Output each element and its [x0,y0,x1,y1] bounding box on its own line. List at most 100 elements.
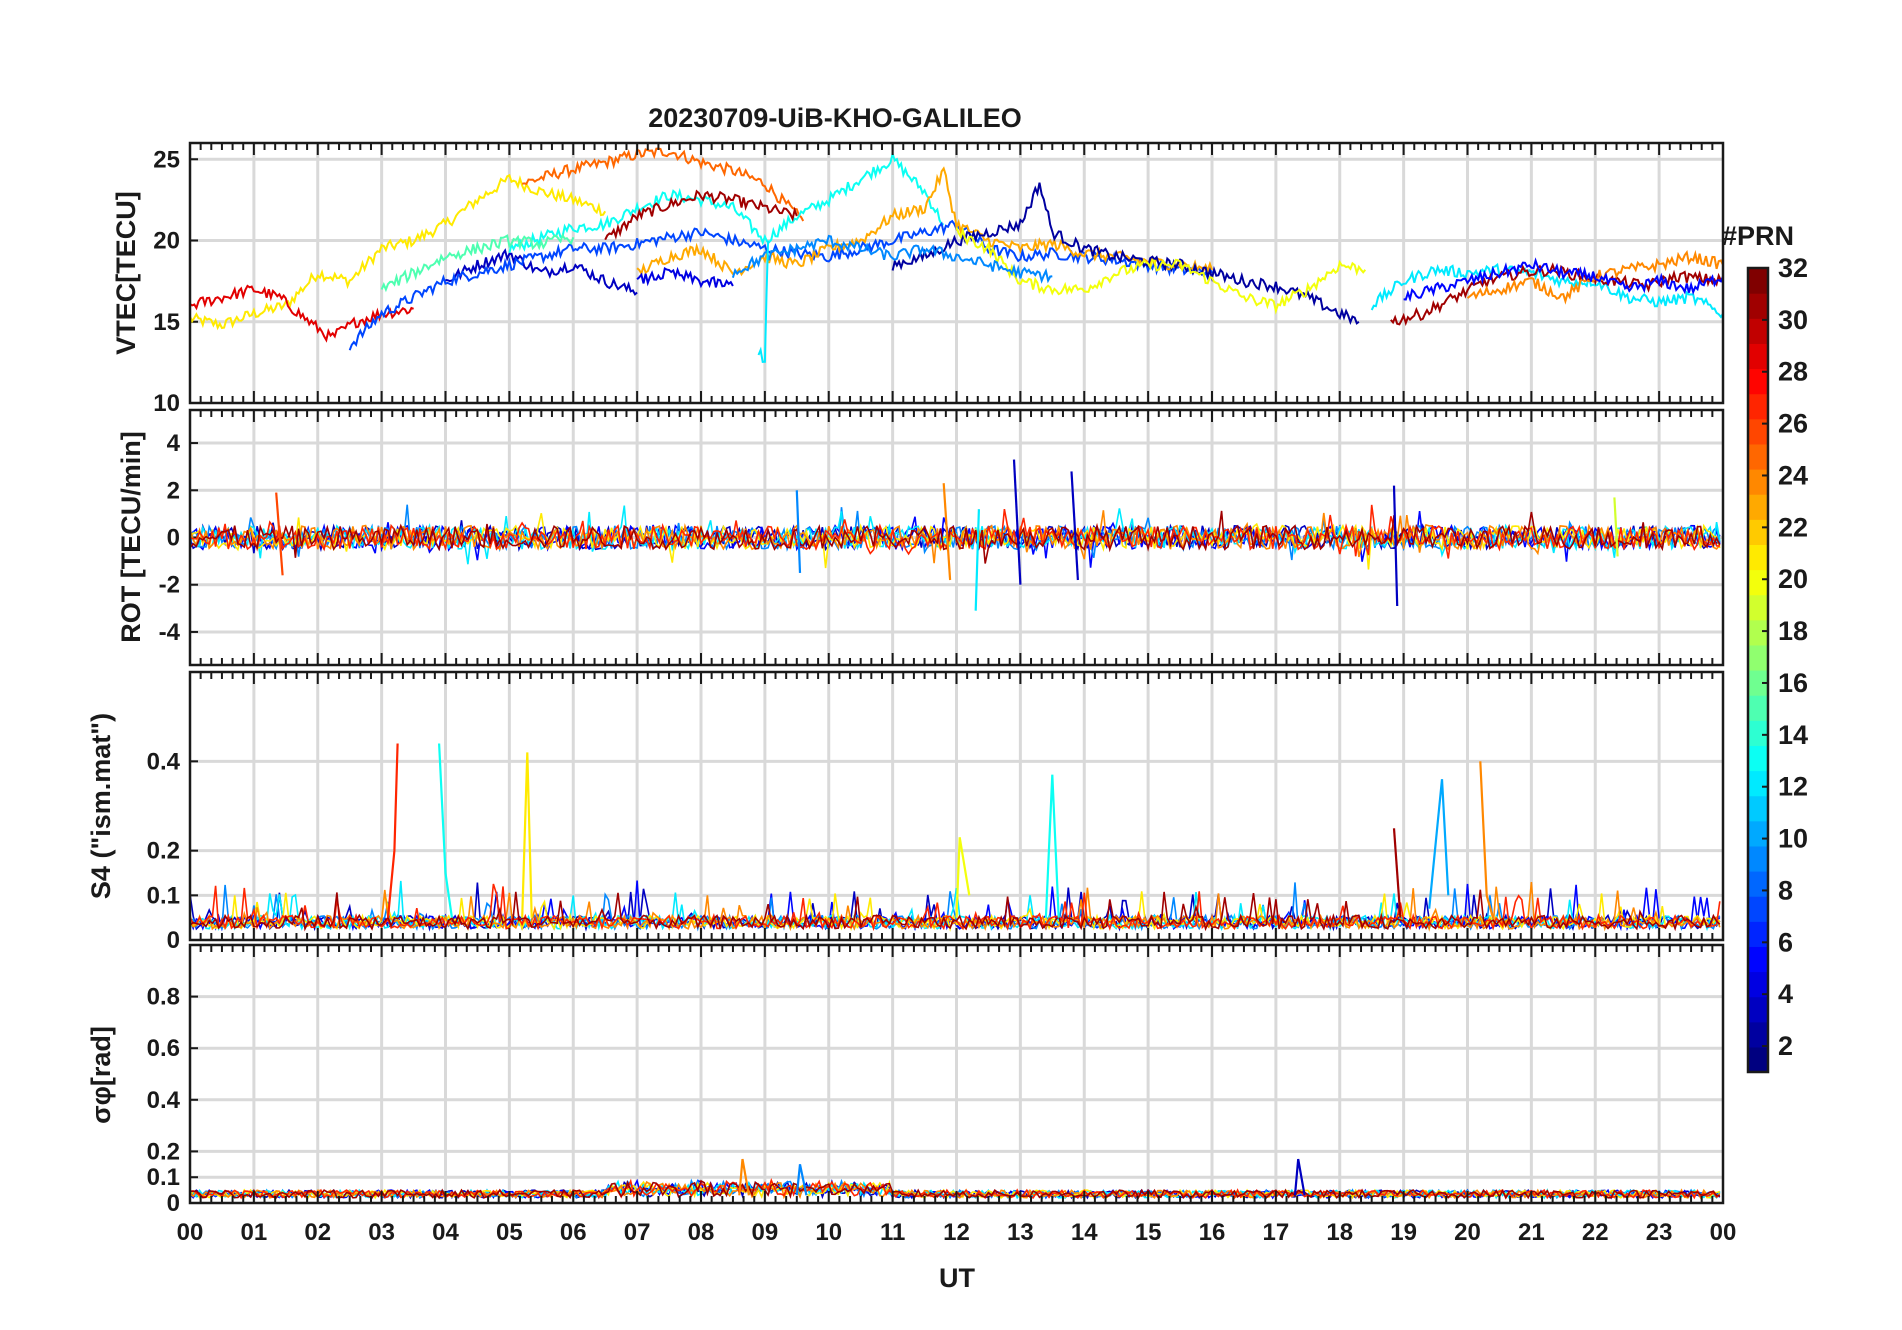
colorbar-swatch [1748,494,1768,520]
colorbar-tick-label: 28 [1778,357,1808,387]
colorbar-swatch [1748,770,1768,797]
panel-frame [188,408,1725,667]
x-tick-label: 02 [304,1219,331,1246]
colorbar-tick-label: 32 [1778,253,1808,283]
colorbar-tick-label: 10 [1778,824,1808,854]
y-tick-label: 0.2 [147,1138,180,1165]
colorbar-swatch [1748,393,1768,420]
vtec-series-prn-29 [190,284,414,343]
x-tick-label: 17 [1263,1219,1290,1246]
colorbar-swatch [1748,318,1768,344]
y-tick-label: 0.1 [147,882,180,909]
rot-spike-prn-9 [795,490,802,573]
rot-spike-prn-3 [1392,485,1399,607]
panel-frame [188,141,1725,405]
colorbar-swatch [1748,343,1768,370]
y-axis-label-rot: ROT [TECU/min] [116,431,146,642]
y-tick-label: 0.4 [147,748,181,775]
colorbar-swatch [1748,845,1768,872]
s4-spike-prn-20 [955,837,971,918]
panel-vtec: 10 15 20 25 VTEC[TECU] [111,141,1725,417]
x-tick-label: 20 [1454,1219,1481,1246]
rot-spike-prn-12 [974,509,980,611]
colorbar-tick-label: 30 [1778,305,1808,335]
vtec-series-prn-4 [636,266,734,289]
s4-spike-prn-10 [1428,779,1450,909]
data-layer [190,743,1721,932]
colorbar-tick-label: 22 [1778,512,1808,542]
colorbar-tick-label: 4 [1778,979,1793,1009]
panel-sigma: 00.10.2 0.4 0.6 0.8 σφ[rad] [86,943,1725,1217]
colorbar-swatch [1748,1021,1768,1048]
x-tick-label: 04 [432,1219,459,1246]
colorbar-tick-label: 24 [1778,460,1808,490]
x-tick-label: 00 [177,1219,204,1246]
colorbar-tick-label: 8 [1778,875,1793,905]
s4-spike-prn-31 [1392,828,1402,918]
x-tick-label: 05 [496,1219,523,1246]
x-tick-label: 00 [1710,1219,1737,1246]
sigma-spike-prn-3 [1293,1158,1306,1196]
panel-frame [188,670,1725,942]
y-tick-label: 0.2 [147,838,180,865]
vtec-series-prn-15 [380,232,575,293]
colorbar-swatch [1748,619,1768,646]
vtec-series-prn-9 [731,234,1053,284]
panel-s4: 0 0.1 0.2 0.4 S4 ("ism.mat") [86,670,1725,954]
x-tick-label: 06 [560,1219,587,1246]
x-axis-label: UT [939,1263,975,1293]
x-tick-label: 14 [1071,1219,1098,1246]
vtec-series-prn-20 [955,226,1367,315]
panel-frame [188,943,1725,1205]
colorbar-swatch [1748,996,1768,1023]
colorbar-tick-label: 20 [1778,564,1808,594]
y-tick-label: -2 [159,572,180,599]
y-tick-label: 15 [153,309,180,336]
vtec-series-prn-25 [522,147,805,222]
x-tick-label: 10 [815,1219,842,1246]
colorbar-swatch [1748,921,1768,947]
x-tick-label: 03 [368,1219,395,1246]
y-tick-label: 20 [153,228,180,255]
x-tick-label: 22 [1582,1219,1609,1246]
y-tick-label: 10 [153,390,180,417]
colorbar-frame [1746,266,1770,1074]
x-tick-label: 08 [688,1219,715,1246]
x-tick-label: 07 [624,1219,651,1246]
colorbar-tick-label: 16 [1778,668,1808,698]
y-tick-label: 0 [167,525,180,552]
y-tick-label: 0 [167,1190,180,1217]
colorbar-swatch [1748,946,1768,973]
colorbar-swatch [1748,368,1768,395]
data-layer [190,459,1721,611]
rot-series-prn-31 [190,510,1721,564]
colorbar-swatch [1748,594,1768,621]
rot-spike-prn-19 [1613,497,1619,557]
x-tick-label: 12 [943,1219,970,1246]
rot-spike-prn-24 [942,483,952,581]
x-tick-label: 13 [1007,1219,1034,1246]
colorbar-swatch [1748,871,1768,897]
y-tick-label: 2 [167,477,180,504]
colorbar-swatch [1748,569,1768,596]
x-tick-label: 16 [1199,1219,1226,1246]
colorbar-swatch [1748,820,1768,847]
colorbar-swatch [1748,418,1768,445]
x-tick-label: 11 [880,1219,905,1246]
y-tick-label: 0.6 [147,1035,180,1062]
colorbar-tick-label: 2 [1778,1031,1793,1061]
s4-spike-prn-27 [386,743,399,918]
panels: 10 15 20 25 VTEC[TECU] -4 -2 0 2 4 ROT [TECU/min] 0… [86,141,1725,1217]
y-axis-label-vtec: VTEC[TECU] [111,191,141,355]
colorbar-swatch [1748,519,1768,545]
x-tick-label: 15 [1135,1219,1162,1246]
colorbar-tick-label: 26 [1778,409,1808,439]
s4-series-prn-31 [190,889,1721,932]
colorbar-swatch [1748,544,1768,571]
chart-title: 20230709-UiB-KHO-GALILEO [648,103,1022,133]
colorbar-swatch [1748,670,1768,696]
s4-series-prn-24 [190,882,1721,932]
vtec-series-prn-13 [508,150,944,254]
colorbar-swatch [1748,1046,1768,1073]
